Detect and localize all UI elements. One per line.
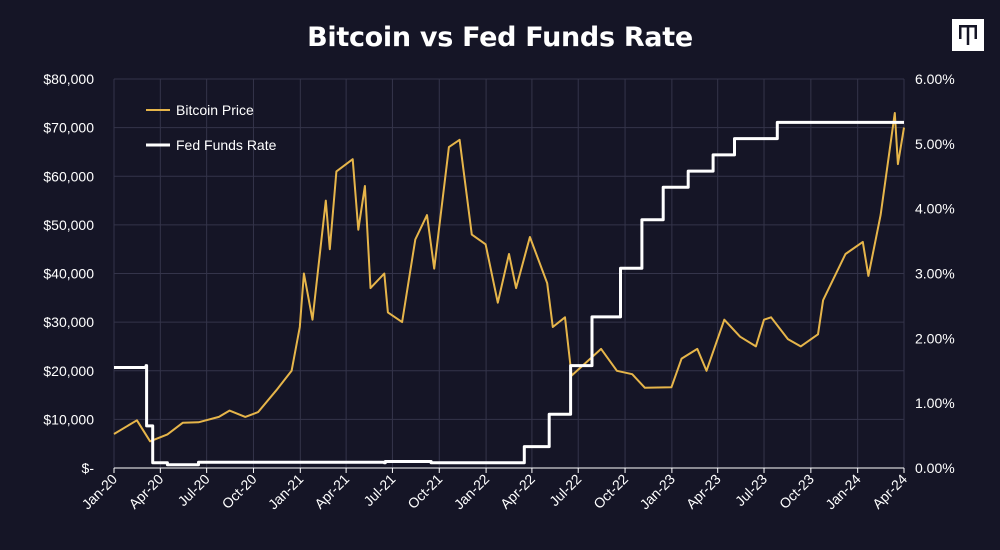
y-right-tick-label: 3.00% [915,266,955,282]
x-tick-label: Oct-23 [776,471,817,512]
x-tick-label: Apr-21 [311,471,352,512]
x-tick-label: Apr-24 [869,471,910,512]
y-left-tick-label: $40,000 [43,266,94,282]
series-layer [113,112,905,467]
y-right-tick-label: 2.00% [915,330,955,346]
x-tick-label: Jan-24 [822,471,864,513]
y-left-tick-label: $50,000 [43,217,94,233]
legend-label-fed: Fed Funds Rate [176,137,277,153]
y-right-tick-label: 0.00% [915,460,955,476]
legend-label-bitcoin: Bitcoin Price [176,102,254,118]
y-right-tick-label: 5.00% [915,136,955,152]
y-right-tick-label: 6.00% [915,71,955,87]
series-line-bitcoin [113,112,905,443]
x-tick-label: Jul-21 [360,471,398,509]
series-line-fed-funds [114,120,904,467]
x-tick-label: Jul-22 [546,471,584,509]
x-tick-label: Apr-22 [497,471,538,512]
x-tick-label: Jan-21 [265,471,307,513]
x-tick-label: Apr-23 [683,471,724,512]
x-tick-label: Oct-21 [404,471,445,512]
chart-title: Bitcoin vs Fed Funds Rate [307,22,693,53]
grid [113,78,905,469]
y-left-tick-label: $10,000 [43,411,94,427]
brand-logo [952,19,984,51]
y-left-tick-label: $20,000 [43,363,94,379]
y-left-tick-label: $80,000 [43,71,94,87]
logo-mark-icon [959,25,977,45]
x-tick-label: Jul-20 [174,471,212,509]
x-tick-label: Jan-20 [79,471,121,513]
x-tick-label: Jan-23 [636,471,678,513]
y-right-tick-label: 4.00% [915,201,955,217]
x-axis: Jan-20 Apr-20 Jul-20 Oct-20 Jan-21 Apr-21 Jul-… [79,468,910,513]
y-left-tick-label: $60,000 [43,168,94,184]
y-left-tick-label: $30,000 [43,314,94,330]
x-tick-label: Jan-22 [451,471,493,513]
legend: Bitcoin Price Fed Funds Rate [146,102,277,153]
x-tick-label: Oct-20 [219,471,260,512]
x-tick-label: Oct-22 [590,471,631,512]
x-tick-label: Apr-20 [125,471,166,512]
y-axis-left: $- $10,000 $20,000 $30,000 $40,000 $50,000 $60… [43,71,94,476]
y-left-tick-label: $70,000 [43,120,94,136]
y-right-tick-label: 1.00% [915,395,955,411]
x-tick-label: Jul-23 [732,471,770,509]
y-left-tick-label: $- [82,460,95,476]
y-axis-right: 0.00% 1.00% 2.00% 3.00% 4.00% 5.00% 6.00% [915,71,955,476]
